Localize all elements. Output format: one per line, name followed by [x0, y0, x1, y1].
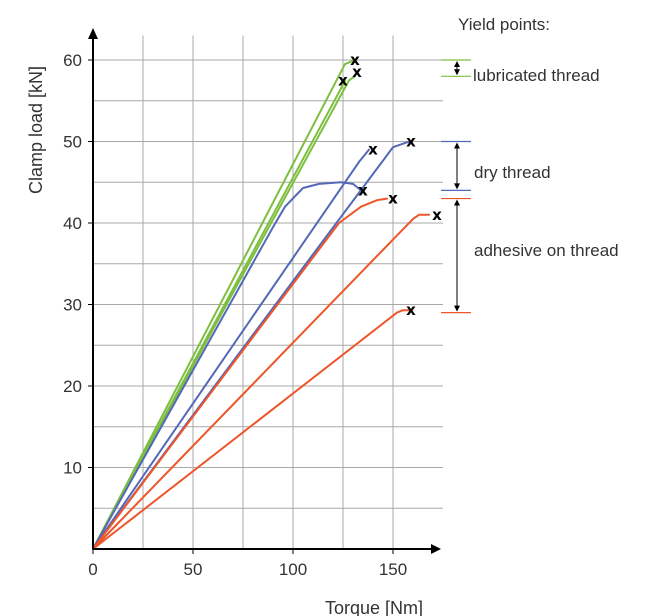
- series-line-dry: [92, 141, 412, 550]
- adhesive-bracket-arrow-down: [454, 305, 460, 312]
- dry-thread-label: dry thread: [474, 163, 551, 182]
- adhesive-bracket-arrow-up: [454, 199, 460, 206]
- y-tick-label: 50: [63, 133, 82, 152]
- yield-points-title: Yield points:: [458, 15, 550, 34]
- yield-point-annotations: Yield points: lubricated thread dry thre…: [441, 15, 619, 314]
- series-line-adhesive: [92, 197, 388, 550]
- series-line-lubricated: [92, 79, 346, 550]
- yield-marker: x: [352, 63, 362, 81]
- lubricated-bracket-arrow-up: [454, 61, 460, 67]
- x-tick-label: 0: [88, 560, 97, 579]
- yield-marker: x: [350, 51, 360, 69]
- series-line-adhesive: [92, 309, 410, 550]
- y-axis-label: Clamp load [kN]: [26, 66, 46, 194]
- x-axis-arrow: [431, 544, 441, 554]
- series-line-dry: [92, 181, 362, 550]
- axes: [88, 28, 441, 554]
- series-line-adhesive: [92, 213, 430, 550]
- x-tick-label: 150: [379, 560, 407, 579]
- series-line-dry: [92, 148, 370, 550]
- yield-marker: x: [406, 301, 416, 319]
- yield-marker: x: [388, 190, 398, 208]
- y-tick-label: 60: [63, 51, 82, 70]
- y-tick-label: 40: [63, 214, 82, 233]
- series-line-lubricated: [92, 75, 356, 550]
- yield-marker: x: [368, 141, 378, 159]
- lubricated-thread-label: lubricated thread: [473, 66, 600, 85]
- yield-marker: x: [406, 133, 416, 151]
- series-lines: [92, 59, 430, 550]
- x-tick-label: 50: [184, 560, 203, 579]
- y-tick-label: 30: [63, 296, 82, 315]
- lubricated-bracket-arrow-down: [454, 69, 460, 76]
- dry-bracket-arrow-down: [454, 183, 460, 190]
- x-tick-label: 100: [279, 560, 307, 579]
- dry-bracket-arrow-up: [454, 142, 460, 149]
- y-tick-label: 10: [63, 459, 82, 478]
- yield-marker: x: [338, 71, 348, 89]
- series-line-lubricated: [92, 59, 356, 550]
- y-axis-arrow: [88, 28, 98, 39]
- yield-marker: x: [432, 206, 442, 224]
- x-axis-label: Torque [Nm]: [325, 598, 423, 616]
- yield-marker: x: [358, 181, 368, 199]
- y-tick-label: 20: [63, 377, 82, 396]
- adhesive-thread-label: adhesive on thread: [474, 241, 619, 260]
- tick-labels: 0 50 100 150 10 20 30 40 50 60: [63, 51, 407, 579]
